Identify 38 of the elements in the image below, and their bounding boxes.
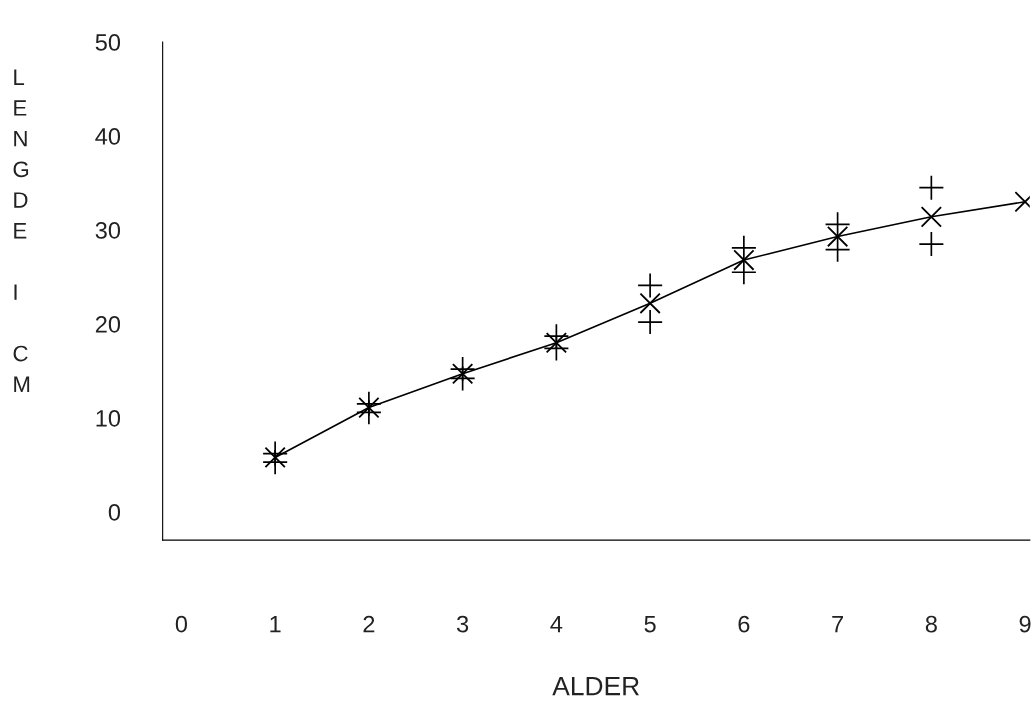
point [450, 357, 475, 382]
point [263, 441, 288, 466]
x-tick-label: 5 [644, 615, 656, 633]
point [452, 363, 474, 385]
point [919, 232, 944, 257]
point [544, 324, 569, 349]
point [638, 310, 663, 335]
y-tick-label: 50 [95, 34, 121, 51]
text: LENGDE I CM [13, 69, 30, 392]
point [825, 237, 850, 262]
point [638, 273, 663, 298]
x-tick-label: 3 [456, 615, 469, 633]
point [826, 225, 849, 248]
point [356, 391, 381, 416]
y-tick-label: 10 [96, 409, 121, 427]
x-tick-label: 9 [1019, 615, 1031, 633]
x-tick-label: 1 [270, 615, 281, 633]
point [733, 249, 755, 271]
y-tick-label: 0 [108, 503, 121, 521]
point [825, 212, 850, 237]
point [920, 206, 942, 228]
x-tick-label: 7 [832, 615, 843, 633]
y-tick-label: 40 [95, 128, 121, 145]
x-tick-label: 0 [175, 615, 188, 633]
point [545, 332, 568, 354]
point [731, 260, 756, 285]
x-tick-label: 4 [550, 615, 563, 633]
point [731, 235, 756, 260]
point [639, 292, 661, 314]
point [358, 396, 380, 419]
y-tick-label: 30 [95, 222, 121, 239]
x-tick-label: 2 [363, 615, 375, 633]
x-tick-label: 6 [738, 615, 750, 633]
point [919, 175, 944, 200]
point [264, 446, 286, 469]
x-axis-title: ALDER [552, 676, 639, 696]
y-tick-label: 20 [95, 316, 121, 333]
x-tick-label: 8 [925, 615, 937, 633]
